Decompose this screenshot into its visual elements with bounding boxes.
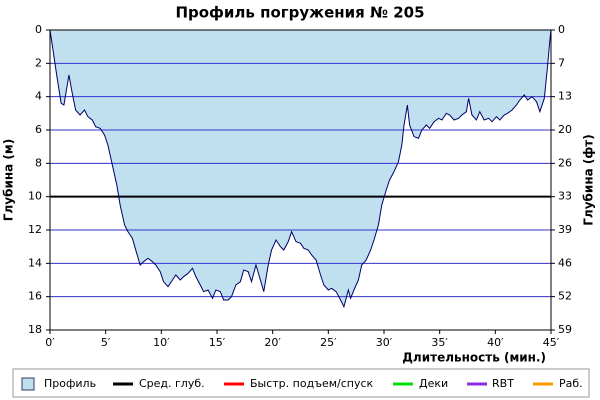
x-axis-label: Длительность (мин.) <box>402 351 546 365</box>
x-tick-label: 40′ <box>487 336 504 349</box>
legend-swatch <box>21 377 35 391</box>
chart-title: Профиль погружения № 205 <box>175 4 424 22</box>
y-tick-label: 14 <box>28 256 42 269</box>
legend-label: Быстр. подъем/спуск <box>250 377 374 390</box>
y-axis-label: Глубина (м) <box>2 139 16 221</box>
legend-box <box>12 368 590 398</box>
x-tick-label: 5′ <box>101 336 111 349</box>
y2-tick-label: 59 <box>558 323 572 336</box>
plot-border <box>49 29 552 331</box>
legend-label: Профиль <box>44 377 96 390</box>
y2-tick-label: 0 <box>558 23 565 36</box>
y2-axis-label: Глубина (фт) <box>582 134 596 225</box>
profile-line <box>49 29 552 309</box>
y2-tick-label: 7 <box>558 56 565 69</box>
legend-label: Деки <box>419 377 448 390</box>
x-tick-label: 15′ <box>209 336 226 349</box>
y2-tick-label: 46 <box>558 256 572 269</box>
legend-label: Сред. глуб. <box>139 377 205 390</box>
x-tick-label: 30′ <box>376 336 393 349</box>
y-tick-label: 12 <box>28 223 42 236</box>
x-tick-label: 0′ <box>45 336 55 349</box>
y-tick-label: 2 <box>35 56 42 69</box>
area-fill <box>50 30 551 307</box>
x-tick-label: 25′ <box>320 336 337 349</box>
y2-tick-label: 20 <box>558 123 572 136</box>
x-tick-label: 45′ <box>543 336 560 349</box>
y-tick-label: 6 <box>35 123 42 136</box>
x-tick-label: 10′ <box>153 336 170 349</box>
y2-tick-label: 39 <box>558 223 572 236</box>
legend-label: Раб. <box>559 377 583 390</box>
legend-label: RBT <box>492 377 514 390</box>
y2-tick-label: 26 <box>558 156 572 169</box>
x-tick-label: 35′ <box>431 336 448 349</box>
y-tick-label: 10 <box>28 190 42 203</box>
y-tick-label: 18 <box>28 323 42 336</box>
y2-tick-label: 13 <box>558 90 572 103</box>
x-tick-label: 20′ <box>264 336 281 349</box>
y-tick-label: 0 <box>35 23 42 36</box>
y-tick-label: 4 <box>35 90 42 103</box>
y2-tick-label: 33 <box>558 190 572 203</box>
y-tick-label: 8 <box>35 156 42 169</box>
y-tick-label: 16 <box>28 290 42 303</box>
y2-tick-label: 52 <box>558 290 572 303</box>
